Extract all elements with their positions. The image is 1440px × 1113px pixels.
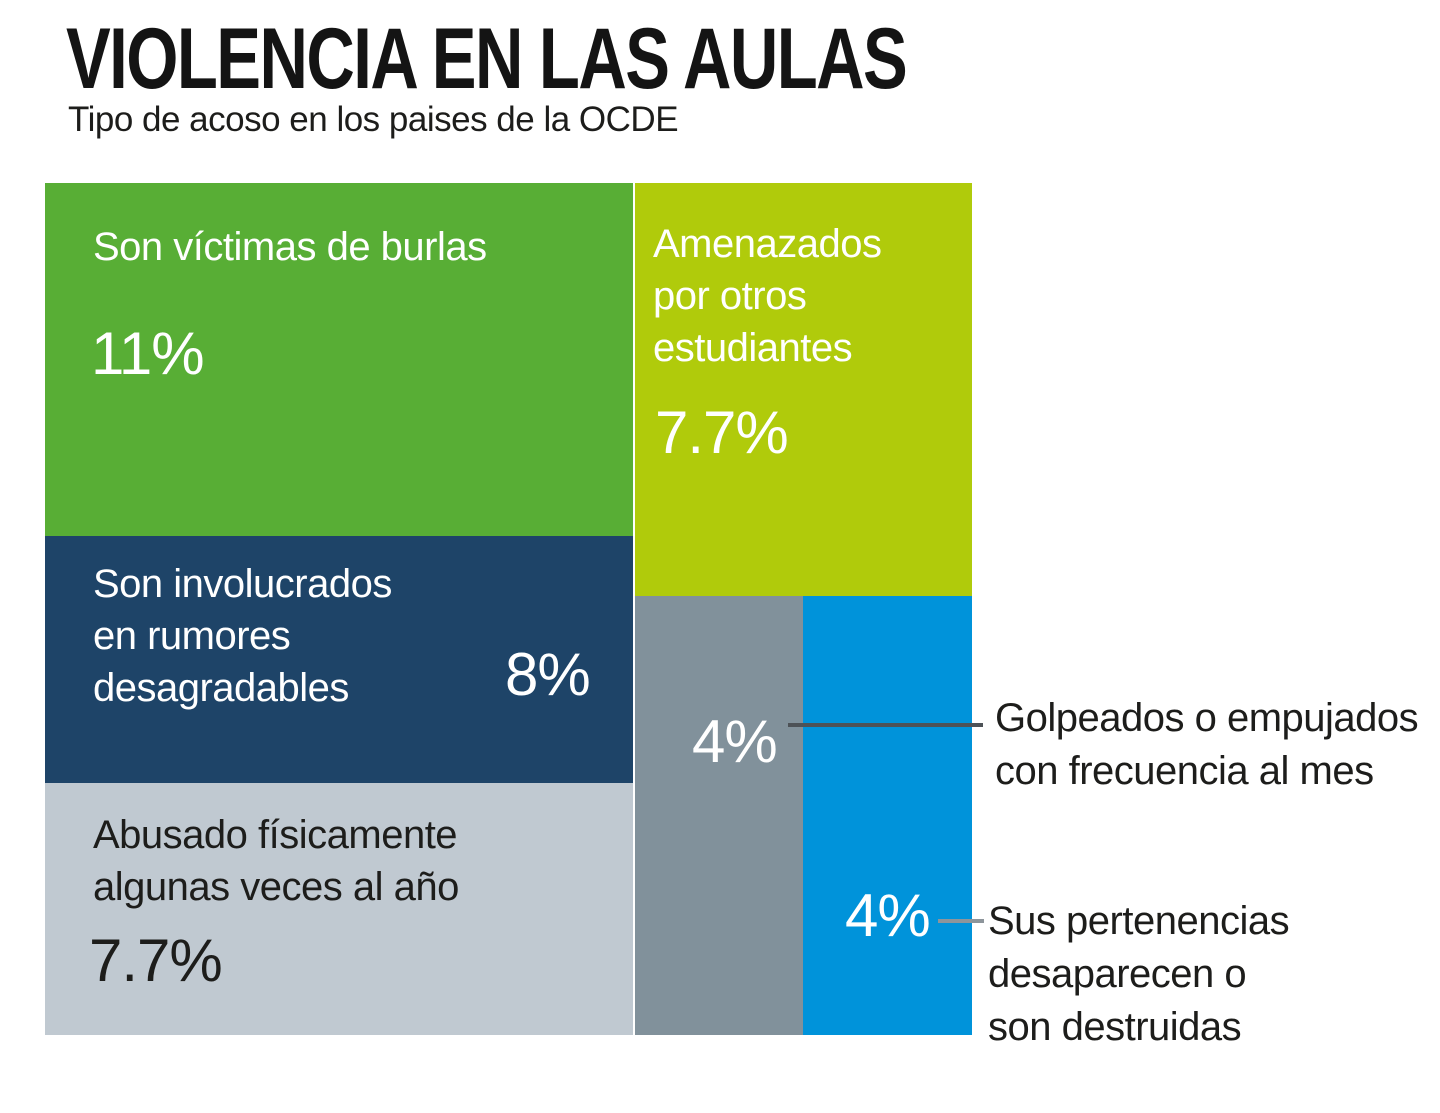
treemap-block-amenazados: Amenazados por otros estudiantes 7.7% — [635, 183, 972, 596]
treemap-block-abusado: Abusado físicamente algunas veces al año… — [45, 783, 633, 1035]
block-value-abusado: 7.7% — [89, 927, 223, 994]
treemap-block-golpeados: 4% — [635, 596, 803, 1035]
block-label-amenazados: Amenazados por otros estudiantes — [653, 222, 882, 370]
treemap-block-pertenencias: 4% — [803, 596, 972, 1035]
callout-label-golpeados: Golpeados o empujados con frecuencia al … — [995, 696, 1419, 793]
block-value-rumores: 8% — [505, 641, 591, 708]
block-value-burlas: 11% — [91, 320, 205, 387]
block-label-rumores: Son involucrados en rumores desagradable… — [93, 562, 392, 710]
callout-label-pertenencias: Sus pertenencias desaparecen o son destr… — [988, 899, 1290, 1049]
page-title: VIOLENCIA EN LAS AULAS — [66, 11, 908, 107]
block-value-pertenencias: 4% — [845, 882, 931, 949]
callout-connector-line-pertenencias — [938, 919, 984, 923]
treemap-block-burlas: Son víctimas de burlas 11% — [45, 183, 633, 536]
block-label-burlas: Son víctimas de burlas — [93, 225, 487, 269]
treemap-block-rumores: Son involucrados en rumores desagradable… — [45, 536, 633, 783]
block-value-golpeados: 4% — [692, 708, 778, 775]
block-label-abusado: Abusado físicamente algunas veces al año — [93, 813, 459, 909]
treemap-chart: Son víctimas de burlas 11% Son involucra… — [45, 183, 1419, 1049]
callout-connector-line-golpeados — [788, 723, 983, 727]
block-value-amenazados: 7.7% — [655, 399, 789, 466]
page-subtitle: Tipo de acoso en los paises de la OCDE — [68, 100, 679, 139]
